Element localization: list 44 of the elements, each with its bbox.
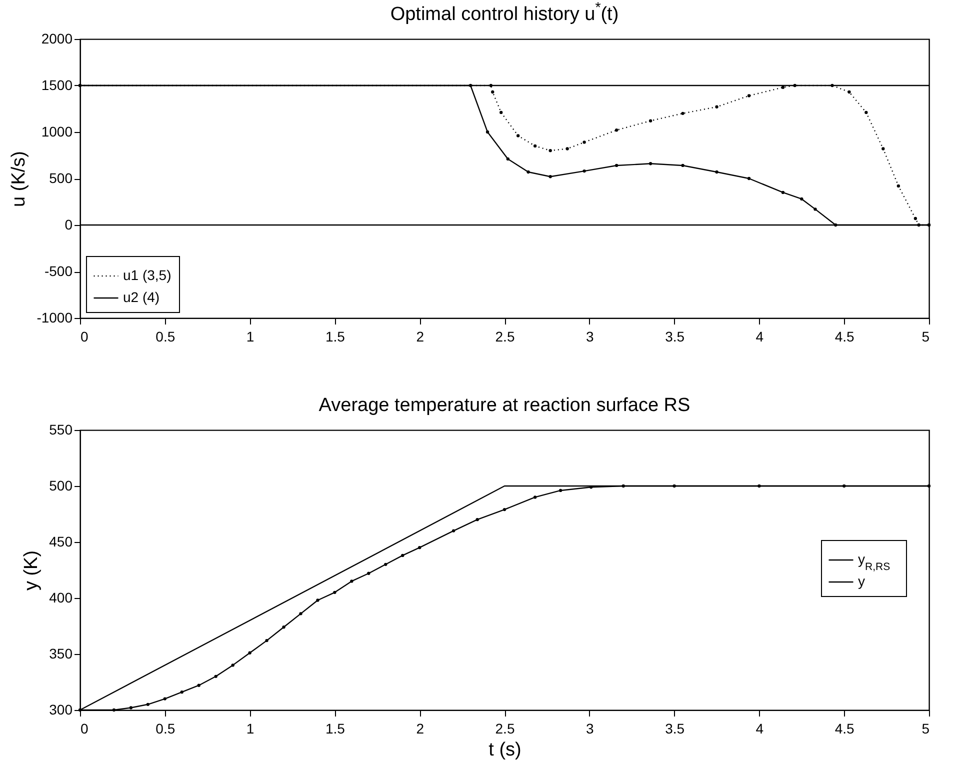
chart-title: Average temperature at reaction surface RS (318, 395, 690, 416)
x-tick-label: 0.5 (156, 720, 176, 736)
x-tick-label: 0.5 (156, 328, 176, 344)
y-axis-title: y (K) (21, 550, 42, 591)
x-tick-label: 4.5 (834, 720, 855, 736)
x-tick-label: 1 (246, 720, 254, 736)
x-tick-label: 4.5 (834, 328, 855, 344)
y-tick-label: -500 (44, 263, 73, 279)
x-tick-label: 1.5 (325, 720, 346, 736)
x-tick-label: 1.5 (325, 328, 346, 344)
legend-label: u1 (3,5) (123, 267, 172, 283)
y-tick-label: 400 (49, 590, 73, 606)
y-tick-label: -1000 (36, 310, 73, 326)
x-tick-label: 4 (756, 328, 764, 344)
y-tick-label: 1500 (41, 77, 73, 93)
x-tick-label: 0 (80, 328, 88, 344)
y-tick-label: 2000 (41, 30, 73, 46)
x-tick-label: 1 (246, 328, 254, 344)
legend-label: y$_{R,RS}$ (858, 551, 890, 573)
x-tick-label: 3.5 (665, 720, 685, 736)
legend-label: u2 (4) (123, 289, 160, 305)
y-axis-title: u (K/s) (8, 151, 30, 207)
y-tick-label: 500 (49, 170, 73, 186)
y-tick-label: 300 (49, 702, 73, 718)
x-tick-label: 4 (756, 720, 764, 736)
chart-title: Optimal control history u$^{*}$(t) (390, 0, 619, 25)
x-axis-title: t (s) (488, 740, 522, 760)
y-tick-label: 550 (49, 422, 73, 438)
y-tick-label: 500 (49, 478, 73, 494)
y-tick-label: 450 (49, 534, 73, 550)
x-tick-label: 3 (586, 720, 594, 736)
x-tick-label: 5 (922, 720, 930, 736)
y-tick-label: 350 (49, 646, 73, 662)
x-tick-label: 3 (586, 328, 594, 344)
x-tick-label: 2 (416, 328, 424, 344)
legend-label: y (858, 573, 865, 589)
y-tick-label: 0 (64, 216, 73, 232)
x-tick-label: 0 (80, 720, 88, 736)
x-tick-label: 3.5 (665, 328, 685, 344)
x-tick-label: 2.5 (495, 720, 515, 736)
x-tick-label: 2.5 (495, 328, 515, 344)
y-tick-label: 1000 (41, 124, 73, 140)
x-tick-label: 5 (922, 328, 930, 344)
x-tick-label: 2 (416, 720, 424, 736)
